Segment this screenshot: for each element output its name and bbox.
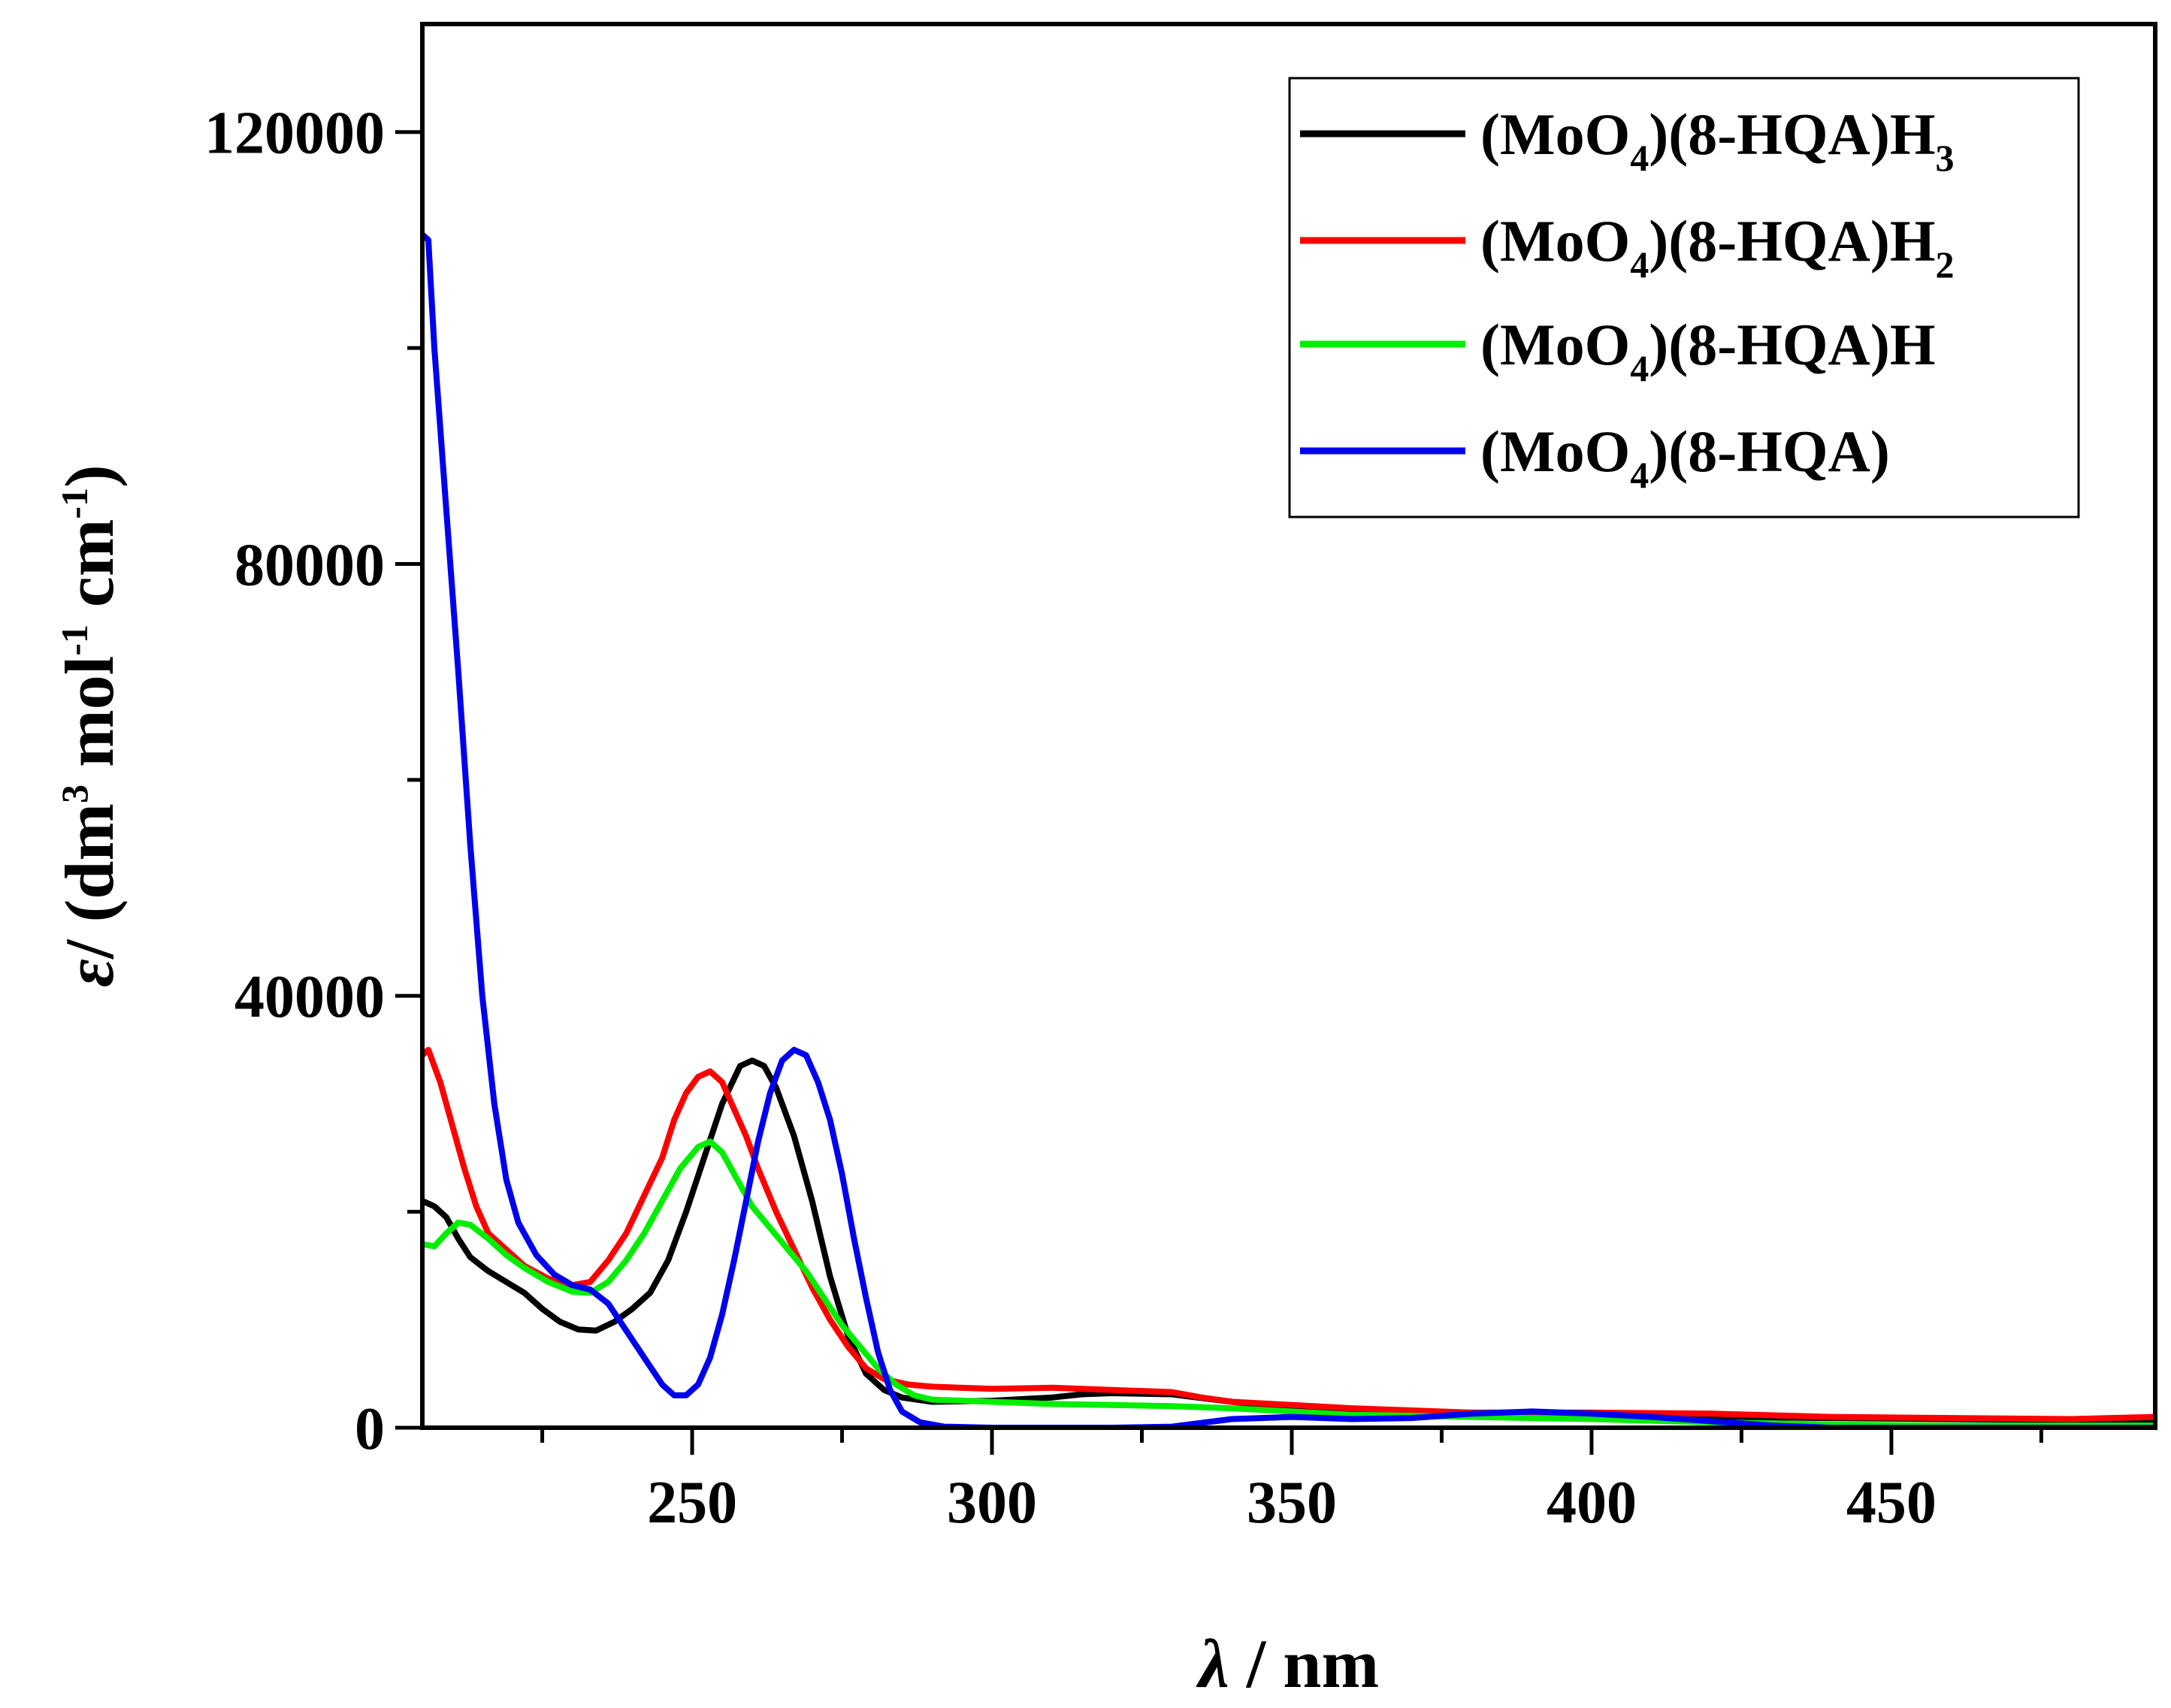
legend-label-1: (MoO4)(8-HQA)H2	[1480, 208, 1955, 286]
y-tick-labels: 0 40000 80000 120000	[204, 101, 385, 1462]
x-tick-label-1: 300	[947, 1470, 1037, 1536]
x-tick-labels: 250 300 350 400 450	[647, 1470, 1937, 1536]
y-axis-symbol: ε	[51, 959, 128, 987]
y-axis-unit-part1: / (dm	[51, 803, 128, 960]
y-axis-title: ε/ (dm3 mol-1 cm-1)	[51, 464, 128, 987]
y-axis-unit-part3: cm	[51, 519, 128, 624]
legend-item-0: (MoO4)(8-HQA)H3	[1300, 101, 1955, 179]
legend-item-3: (MoO4)(8-HQA)	[1300, 419, 1890, 496]
legend: (MoO4)(8-HQA)H3 (MoO4)(8-HQA)H2 (MoO4)(8…	[1288, 77, 2080, 518]
x-tick-label-4: 450	[1846, 1470, 1937, 1536]
y-tick-label-2: 80000	[234, 532, 385, 598]
y-axis-exp2: -1	[53, 624, 95, 656]
x-tick-label-3: 400	[1547, 1470, 1637, 1536]
ticks-layer	[395, 130, 2043, 1455]
legend-box	[1288, 77, 2080, 518]
series-line-1	[422, 1047, 2155, 1422]
y-axis-unit-part2: mol	[51, 656, 128, 784]
y-axis-exp1: 3	[53, 784, 95, 803]
legend-item-2: (MoO4)(8-HQA)H	[1300, 312, 1936, 389]
legend-label-0: (MoO4)(8-HQA)H3	[1480, 101, 1955, 179]
y-tick-label-3: 120000	[204, 101, 385, 167]
x-axis-symbol: λ	[1196, 1625, 1229, 1702]
x-tick-label-0: 250	[647, 1470, 737, 1536]
legend-item-1: (MoO4)(8-HQA)H2	[1300, 208, 1955, 286]
series-line-0	[422, 1057, 2155, 1425]
x-tick-label-2: 350	[1247, 1470, 1337, 1536]
series-line-2	[422, 1138, 2155, 1428]
y-tick-label-1: 40000	[234, 964, 385, 1030]
plot-frame	[420, 22, 2157, 1430]
legend-label-3: (MoO4)(8-HQA)	[1480, 419, 1890, 496]
series-line-3	[422, 231, 2155, 1428]
y-axis-exp3: -1	[53, 488, 95, 519]
x-axis-unit: / nm	[1229, 1625, 1379, 1702]
y-tick-label-0: 0	[355, 1396, 385, 1462]
legend-label-2: (MoO4)(8-HQA)H	[1480, 312, 1936, 389]
y-axis-unit-part4: )	[51, 464, 128, 488]
x-axis-title: λ / nm	[1196, 1625, 1379, 1702]
series-layer	[422, 231, 2155, 1428]
